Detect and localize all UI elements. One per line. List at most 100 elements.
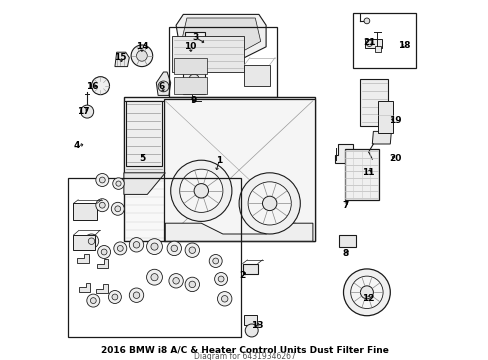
Circle shape	[185, 277, 199, 292]
Text: 1: 1	[216, 156, 222, 165]
Polygon shape	[79, 283, 90, 292]
Text: Diagram for 64319346267: Diagram for 64319346267	[193, 352, 295, 360]
Circle shape	[185, 243, 199, 257]
Bar	[125, 101, 162, 166]
Text: 21: 21	[363, 38, 375, 47]
Bar	[163, 99, 314, 241]
Circle shape	[189, 281, 195, 288]
Circle shape	[239, 173, 300, 234]
Circle shape	[217, 292, 231, 306]
Circle shape	[87, 294, 100, 307]
Text: 20: 20	[389, 154, 401, 163]
Circle shape	[84, 234, 99, 248]
Circle shape	[88, 238, 95, 244]
Circle shape	[129, 238, 143, 252]
Polygon shape	[123, 173, 165, 194]
Bar	[123, 97, 314, 241]
Circle shape	[151, 243, 158, 250]
Circle shape	[214, 273, 227, 285]
Circle shape	[172, 278, 179, 284]
Circle shape	[133, 242, 140, 248]
Polygon shape	[115, 52, 129, 67]
Text: 14: 14	[135, 42, 148, 51]
Polygon shape	[156, 72, 170, 95]
Text: 11: 11	[362, 168, 374, 177]
Circle shape	[262, 196, 276, 211]
Text: 4: 4	[74, 141, 80, 150]
Circle shape	[221, 296, 227, 302]
Polygon shape	[371, 131, 390, 144]
Circle shape	[212, 258, 218, 264]
Circle shape	[99, 177, 105, 183]
Bar	[365, 39, 382, 48]
Bar	[174, 58, 206, 74]
Circle shape	[98, 246, 110, 258]
Circle shape	[129, 288, 143, 302]
Circle shape	[96, 174, 108, 186]
Text: 2: 2	[239, 271, 245, 280]
Bar	[68, 178, 241, 337]
Circle shape	[158, 81, 168, 92]
Text: 19: 19	[388, 116, 401, 125]
Text: 2016 BMW i8 A/C & Heater Control Units Dust Filter Fine: 2016 BMW i8 A/C & Heater Control Units D…	[101, 346, 387, 354]
Circle shape	[108, 291, 121, 303]
Circle shape	[114, 242, 126, 255]
Circle shape	[360, 286, 373, 299]
Circle shape	[363, 18, 369, 24]
Bar	[174, 77, 206, 94]
Text: 7: 7	[342, 201, 348, 210]
Circle shape	[115, 206, 121, 212]
Bar	[185, 32, 204, 58]
Polygon shape	[172, 36, 244, 72]
Bar	[352, 13, 415, 68]
Circle shape	[171, 245, 177, 252]
Text: 8: 8	[342, 249, 348, 258]
Circle shape	[218, 276, 224, 282]
Polygon shape	[334, 144, 359, 163]
Bar	[377, 101, 392, 133]
Circle shape	[136, 50, 147, 61]
Text: 16: 16	[86, 82, 99, 91]
Circle shape	[112, 294, 118, 300]
Polygon shape	[77, 254, 88, 263]
Bar	[359, 79, 387, 126]
Text: 12: 12	[362, 294, 374, 303]
Text: 9: 9	[190, 96, 197, 105]
Circle shape	[350, 276, 382, 309]
Polygon shape	[165, 223, 312, 241]
Bar	[183, 61, 204, 94]
Text: 3: 3	[192, 33, 199, 42]
Bar	[244, 65, 269, 86]
Bar	[73, 235, 95, 250]
Circle shape	[96, 199, 108, 212]
Circle shape	[170, 160, 231, 221]
Polygon shape	[181, 18, 260, 52]
Circle shape	[190, 46, 199, 55]
Circle shape	[101, 249, 107, 255]
Circle shape	[90, 298, 96, 303]
Text: 15: 15	[114, 53, 126, 62]
Text: 13: 13	[250, 321, 263, 330]
Circle shape	[133, 292, 140, 298]
Circle shape	[343, 269, 389, 316]
Circle shape	[244, 324, 258, 337]
Circle shape	[117, 246, 123, 251]
Circle shape	[189, 64, 199, 74]
Text: 6: 6	[158, 82, 164, 91]
Circle shape	[146, 239, 162, 255]
Circle shape	[209, 255, 222, 267]
Circle shape	[179, 169, 223, 212]
Bar	[123, 101, 163, 173]
Bar	[374, 46, 380, 52]
Circle shape	[189, 247, 195, 253]
Bar	[168, 27, 276, 97]
Text: 17: 17	[77, 107, 89, 116]
Circle shape	[190, 37, 199, 47]
Circle shape	[146, 269, 162, 285]
Circle shape	[116, 181, 121, 186]
Polygon shape	[176, 14, 265, 58]
Polygon shape	[97, 259, 108, 268]
Polygon shape	[96, 284, 107, 293]
Text: 10: 10	[184, 42, 196, 51]
Circle shape	[113, 178, 124, 189]
